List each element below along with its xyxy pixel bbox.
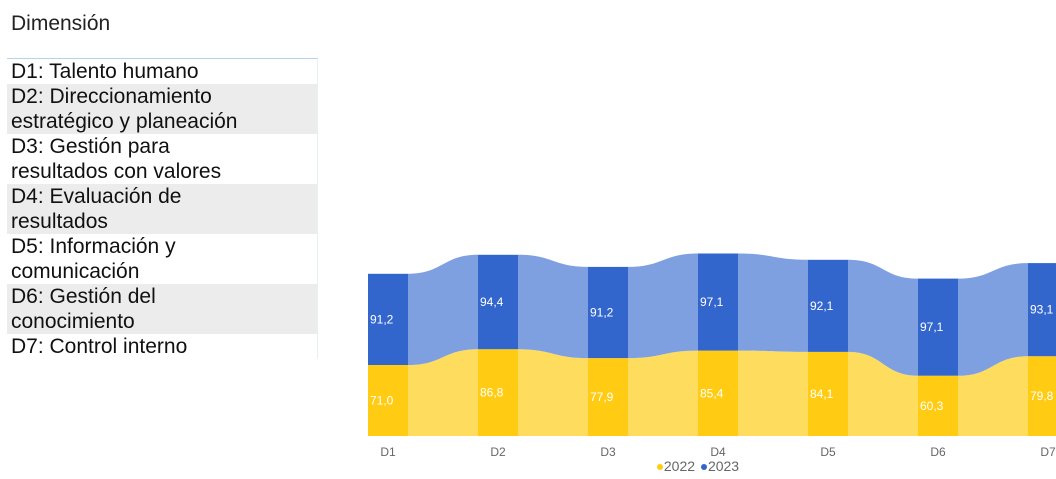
bar-2023-D7 [1028,263,1056,357]
stacked-chart: 71,0 91,2 D1 86,8 94,4 D2 77,9 91,2 D3 85,4 97,1 D4… [340,0,1056,479]
bar-2022-D2 [478,349,518,436]
legend-item-2022[interactable]: 2022 [656,458,696,474]
dimension-row-line: resultados con valores [11,160,222,183]
x-tick-label: D3 [600,445,616,459]
value-label-2023: 97,1 [920,320,944,334]
ribbon-2023 [848,259,918,376]
x-tick-label: D4 [710,445,726,459]
legend-label-2022: 2022 [663,458,696,474]
bar-2022-D3 [588,358,628,436]
dimension-row-line: D4: Evaluación de [11,185,182,208]
ribbon-2022 [408,349,478,436]
value-label-2023: 97,1 [700,295,724,309]
dimension-row: D6: Gestión del conocimiento [7,284,317,334]
ribbon-2022 [628,350,698,436]
dimension-row-line: D5: Información y [11,235,176,258]
dimension-panel: Dimensión D1: Talento humano D2: Direccio… [0,0,320,479]
dimension-row-line: D2: Direccionamiento [11,85,212,108]
ribbon-2022 [958,356,1028,436]
x-tick-label: D6 [930,445,946,459]
value-label-2023: 91,2 [590,306,614,320]
dimension-row: D2: Direccionamiento estratégico y planea… [7,84,317,134]
value-label-2022: 60,3 [920,399,944,413]
bar-2023-D1 [368,273,408,365]
ribbon-2022 [738,350,808,436]
bar-2023-D5 [808,259,848,352]
bar-2022-D1 [368,365,408,436]
value-label-2022: 84,1 [810,387,834,401]
value-label-2023: 91,2 [370,312,394,326]
x-tick-label: D7 [1040,445,1056,459]
value-label-2022: 71,0 [370,394,394,408]
dimension-row-line: resultados [11,210,108,233]
value-label-2023: 93,1 [1030,303,1054,317]
legend: 2022 2023 [340,458,1056,474]
value-label-2022: 85,4 [700,386,724,400]
dimension-row-line: D3: Gestión para [11,135,170,158]
dimension-row: D7: Control interno [7,334,317,359]
ribbon-2023 [738,253,808,352]
dimension-row: D5: Información y comunicación [7,234,317,284]
ribbon-2023 [408,254,478,365]
dimension-row-line: D7: Control interno [11,335,188,358]
x-tick-label: D1 [380,445,396,459]
dimension-table: D1: Talento humano D2: Direccionamiento es… [7,58,318,359]
value-label-2023: 94,4 [480,295,504,309]
legend-dot-2023 [700,464,707,471]
ribbon-2022 [848,351,918,436]
bar-2022-D6 [918,375,958,436]
ribbon-2023 [958,263,1028,376]
value-label-2023: 92,1 [810,299,834,313]
dimension-row: D4: Evaluación de resultados [7,184,317,234]
chart-svg: 71,0 91,2 D1 86,8 94,4 D2 77,9 91,2 D3 85,4 97,1 D4… [368,253,1056,459]
dimension-row-line: D6: Gestión del [11,285,156,308]
dimension-row-line: conocimiento [11,310,135,333]
bar-2023-D6 [918,278,958,376]
ribbon-2023 [518,254,588,359]
bar-2023-D4 [698,253,738,351]
legend-dot-2022 [656,464,663,471]
value-label-2022: 77,9 [590,390,614,404]
bar-2022-D5 [808,351,848,436]
value-label-2022: 79,8 [1030,389,1054,403]
ribbon-2022 [518,349,588,436]
value-label-2022: 86,8 [480,386,504,400]
dimension-row: D3: Gestión para resultados con valores [7,134,317,184]
dimension-row-line: D1: Talento humano [11,60,199,83]
legend-label-2023: 2023 [707,458,740,474]
bar-2022-D7 [1028,356,1056,436]
dimension-row-line: comunicación [11,260,140,283]
bar-2022-D4 [698,350,738,436]
x-tick-label: D2 [490,445,506,459]
bar-2023-D2 [478,254,518,350]
dimension-title: Dimensión [11,12,111,35]
dimension-row-line: estratégico y planeación [11,110,238,133]
x-tick-label: D5 [820,445,836,459]
ribbon-2023 [628,253,698,359]
legend-item-2023[interactable]: 2023 [700,458,740,474]
bar-2023-D3 [588,266,628,359]
dimension-row: D1: Talento humano [7,59,317,84]
